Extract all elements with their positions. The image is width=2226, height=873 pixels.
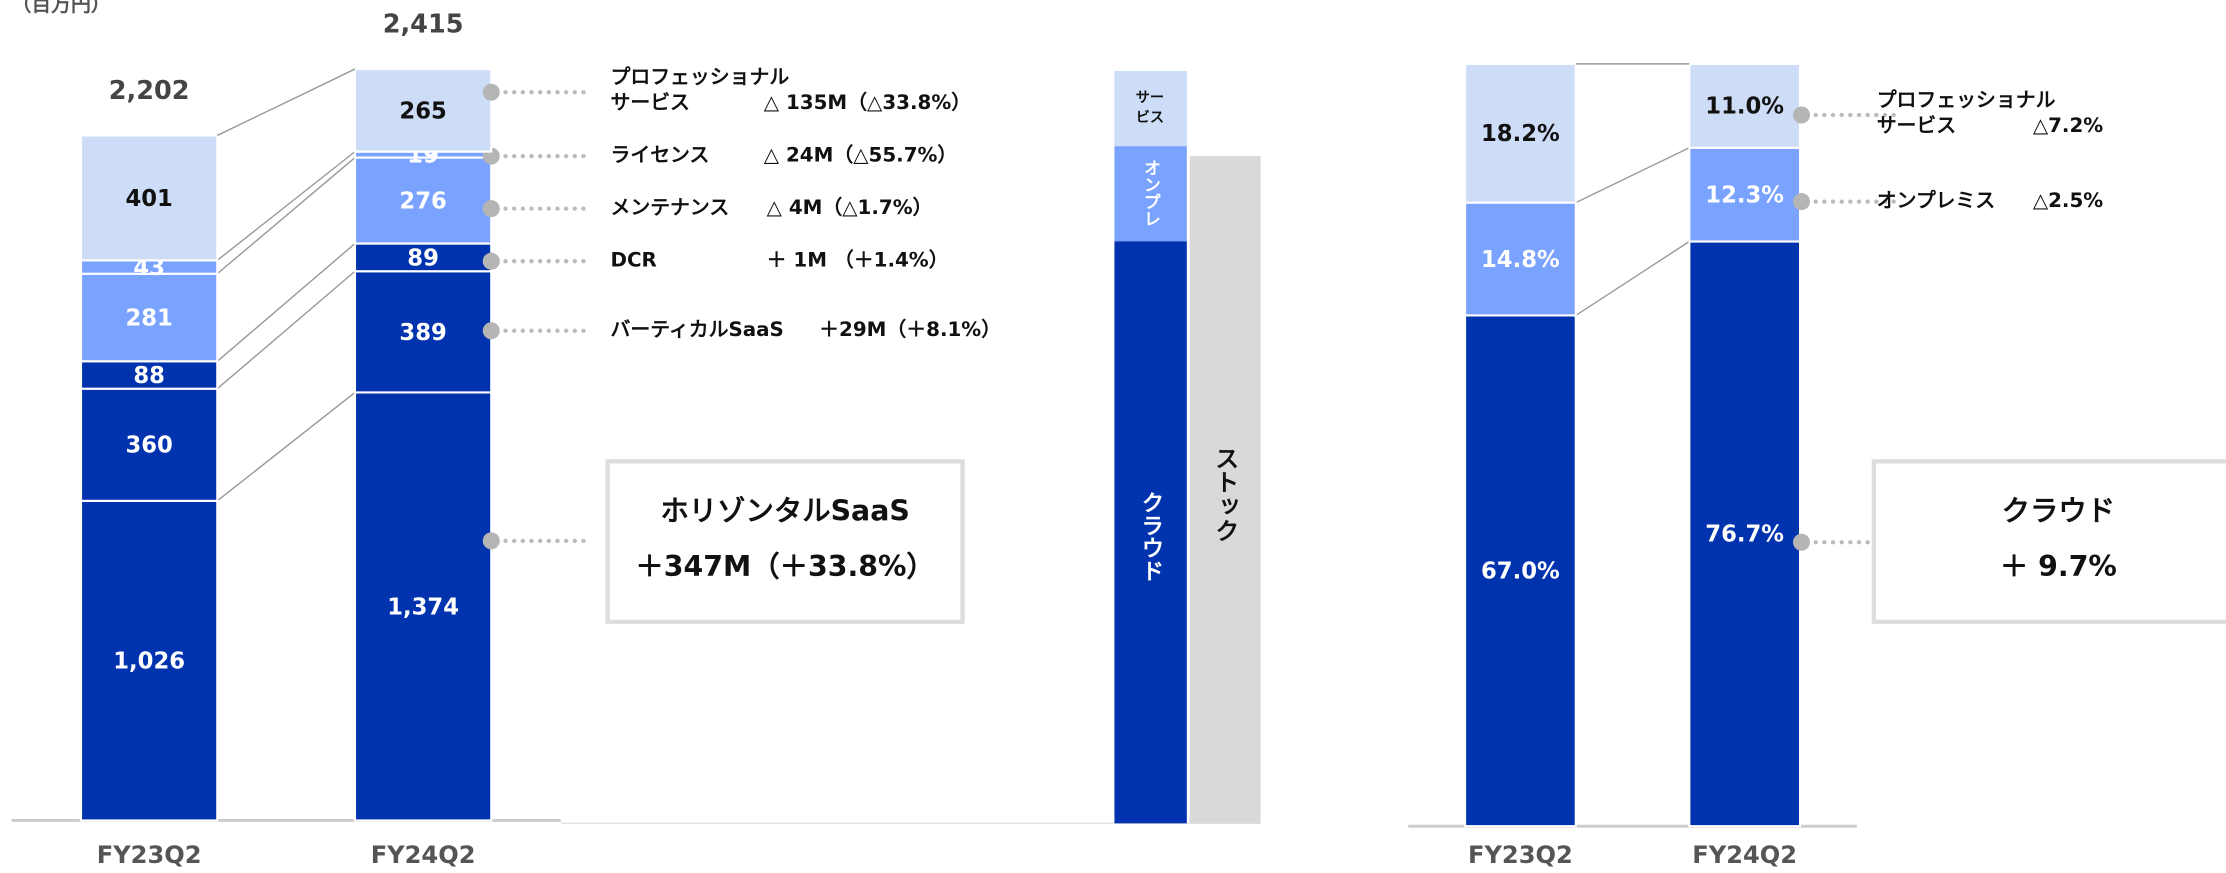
leader-dot <box>1792 106 1810 124</box>
stock-label: ストック <box>1211 446 1239 543</box>
legend-segment <box>1114 146 1187 242</box>
bar-label: 281 <box>125 305 172 331</box>
annotation-name: サービス <box>1877 114 1956 137</box>
bar-label: 1,026 <box>113 649 185 675</box>
bar-label: 265 <box>399 98 446 124</box>
bar-label: 12.3% <box>1705 183 1784 209</box>
bar-segment <box>353 270 493 394</box>
annotation-name: サービス <box>610 91 689 114</box>
connector <box>216 68 356 137</box>
bar-segment <box>1688 62 1802 149</box>
connector <box>216 242 356 362</box>
annotation-name: メンテナンス <box>610 196 729 219</box>
bar-label: 89 <box>407 245 439 271</box>
bar-label: 14.8% <box>1481 247 1560 273</box>
legend-segment <box>1114 241 1187 824</box>
bar-label: 67.0% <box>1481 559 1560 585</box>
x-tick-label: FY23Q2 <box>97 841 202 869</box>
annotation-change: △ 135M（△33.8%） <box>764 91 971 114</box>
x-tick-label: FY23Q2 <box>1468 841 1573 869</box>
annotation-name: バーティカルSaaS <box>610 318 783 341</box>
bar-label: 88 <box>133 363 165 389</box>
bar-segment <box>79 499 219 822</box>
callout-box <box>1871 459 2226 624</box>
connector <box>216 391 356 502</box>
legend-label: ビス <box>1136 109 1164 126</box>
bar-segment <box>1463 62 1577 204</box>
callout-name: ホリゾンタルSaaS <box>660 494 909 527</box>
total-label: 2,415 <box>383 10 464 40</box>
bar-segment <box>353 68 493 153</box>
connector <box>216 157 356 275</box>
annotation-name: オンプレミス <box>1877 189 1996 212</box>
annotation-change: △ 4M（△1.7%） <box>767 196 933 219</box>
callout-name: クラウド <box>2002 494 2115 527</box>
bar-segment <box>79 360 219 390</box>
x-tick-label: FY24Q2 <box>1692 841 1797 869</box>
bar-label: 360 <box>125 433 172 459</box>
legend-label: オンプレ <box>1140 159 1160 227</box>
callout-box <box>605 459 965 624</box>
bar-label: 18.2% <box>1481 121 1560 147</box>
leader-dot <box>1792 533 1810 551</box>
legend-label: サー <box>1136 90 1164 106</box>
bar-segment <box>79 272 219 363</box>
bar-label: 1,374 <box>387 594 459 620</box>
annotation-change: △7.2% <box>2033 114 2103 137</box>
total-label: 2,202 <box>109 76 190 106</box>
legend-segment <box>1114 70 1187 147</box>
annotation-change: △ 24M（△55.7%） <box>764 144 957 167</box>
annotation-name: プロフェッショナル <box>610 66 789 89</box>
connector <box>216 151 356 261</box>
bar-label: 401 <box>125 186 172 212</box>
bar-label: 76.7% <box>1705 522 1784 548</box>
unit-label: （百万円） <box>11 0 110 16</box>
annotation-change: ＋ 1M （＋1.4%） <box>767 249 949 272</box>
leader-dot <box>482 322 500 340</box>
callout-change: ＋ 9.7% <box>2000 550 2117 583</box>
connector <box>1575 240 1690 317</box>
leader-dot <box>482 252 500 270</box>
leader-dot <box>482 200 500 218</box>
connector <box>1575 147 1690 204</box>
leader-dot <box>482 532 500 550</box>
bar-segment <box>1688 240 1802 828</box>
stock-bar <box>1189 156 1261 824</box>
annotation-name: プロフェッショナル <box>1877 88 2056 111</box>
leader-dot <box>482 83 500 101</box>
legend-label: クラウド <box>1137 491 1163 582</box>
bar-label: 276 <box>399 188 446 214</box>
callout-change: ＋347M（＋33.8%） <box>635 550 934 583</box>
x-tick-label: FY24Q2 <box>371 841 476 869</box>
connector <box>216 270 356 390</box>
bar-label: 389 <box>399 320 446 346</box>
bar-segment <box>79 134 219 262</box>
leader-dot <box>1792 193 1810 211</box>
bar-segment <box>353 391 493 822</box>
annotation-change: △2.5% <box>2033 189 2103 212</box>
bar-segment <box>1463 201 1577 317</box>
bar-label: 11.0% <box>1705 94 1784 120</box>
annotation-name: ライセンス <box>610 144 709 167</box>
annotation-name: DCR <box>610 249 656 272</box>
bar-segment <box>353 156 493 245</box>
annotation-change: ＋29M（＋8.1%） <box>819 318 1001 341</box>
bar-segment <box>79 387 219 502</box>
bar-segment <box>1463 314 1577 828</box>
